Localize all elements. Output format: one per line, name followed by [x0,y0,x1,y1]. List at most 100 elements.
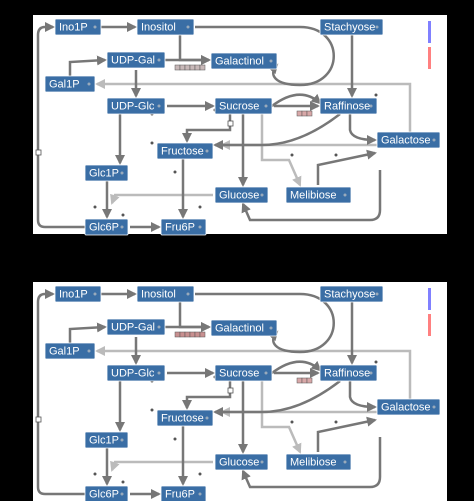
heat-cell [179,64,186,71]
node-dot [93,25,97,29]
node-box [214,453,269,471]
node-box [160,218,207,236]
node-dot [120,225,124,229]
heat-cell [35,416,42,423]
node-box [319,18,384,36]
node-dot [369,104,373,108]
node-box [84,218,129,236]
node-dot [87,349,91,353]
edge-light [260,381,302,454]
node-box [285,453,352,471]
edge [36,289,85,496]
node-label: UDP-Gal [111,321,155,333]
panel: Ino1P Inositol Stachyose UDP-Gal Galactinol G… [33,15,447,236]
node-box [319,97,378,115]
edge [213,380,341,417]
node-box [376,398,441,416]
node-label: Sucrose [219,100,259,112]
heat-cell [227,120,234,127]
node-label: Glc1P [89,167,119,179]
node-dot [157,58,161,62]
node-label: UDP-Gal [111,54,155,66]
panel: Ino1P Inositol Stachyose UDP-Gal Galactinol G… [33,282,447,501]
node-box [210,319,278,337]
node-dot [264,371,268,375]
node-dot [343,193,347,197]
node: Inositol [136,285,195,303]
heat-cell [35,149,42,156]
node-dot [264,104,268,108]
node-dot [343,460,347,464]
node-box [136,285,195,303]
edge [241,437,382,489]
dot [374,93,378,97]
node-label: Glc1P [89,434,119,446]
node: Ino1P [54,285,102,303]
node-dot [120,492,124,496]
node-label: Sucrose [219,367,259,379]
node: Galactose [376,398,441,416]
node-label: Melibiose [290,189,336,201]
node: Glucose [214,186,269,204]
node-dot [260,460,264,464]
node-dot [269,59,273,63]
heat-cell [301,377,308,384]
node-label: Stachyose [324,21,375,33]
node: Ino1P [54,18,102,36]
node-label: Gal1P [49,78,80,90]
heat-cell [189,331,196,338]
dot [93,472,97,476]
heat-cell [301,110,308,117]
node-dot [375,292,379,296]
node-box [106,51,166,69]
edge [271,93,322,108]
node: Fru6P [160,218,207,236]
node: Gal1P [44,75,96,93]
node: Sucrose [214,364,273,382]
node-box [44,75,96,93]
heat-cell [184,64,191,71]
heat-cell [199,64,206,71]
node-dot [157,371,161,375]
node-box [84,164,129,182]
dot [290,153,294,157]
heat-cell [306,110,313,117]
edge [348,114,377,145]
node-label: Gal1P [49,345,80,357]
edge-light [260,114,302,187]
node: Galactinol [210,319,278,337]
node-label: Raffinose [324,100,370,112]
node-box [54,18,102,36]
node-dot [157,104,161,108]
legend-red [428,314,431,336]
node-dot [432,138,436,142]
heat-cell [174,64,181,71]
edge-light [95,79,412,140]
node-dot [432,405,436,409]
node-dot [198,225,202,229]
node: Stachyose [319,18,384,36]
node: Melibiose [285,453,352,471]
heat-cell [199,331,206,338]
heat-cell [296,110,303,117]
edge-light [110,460,213,472]
node-label: Fructose [161,145,204,157]
node: Sucrose [214,97,273,115]
node: Stachyose [319,285,384,303]
heat-cell [296,377,303,384]
node-box [84,431,129,449]
node: Raffinose [319,97,378,115]
node: Glc1P [84,164,129,182]
edge [316,416,377,452]
edge-light [110,193,213,205]
node: Glc1P [84,431,129,449]
node-label: Ino1P [59,288,88,300]
node: Fru6P [160,485,207,501]
node: Fructose [156,142,214,160]
heat-cell [174,331,181,338]
node: Gal1P [44,342,96,360]
node-label: Galactinol [215,322,264,334]
node-dot [260,193,264,197]
node-label: Fructose [161,412,204,424]
node-box [106,318,166,336]
